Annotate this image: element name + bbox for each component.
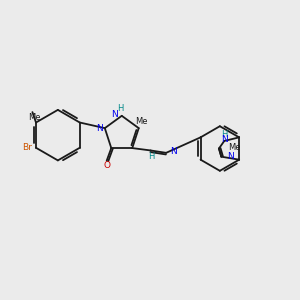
Text: N: N: [170, 147, 176, 156]
Text: H: H: [117, 104, 124, 113]
Text: Me: Me: [229, 143, 241, 152]
Text: N: N: [221, 135, 228, 144]
Text: O: O: [103, 161, 110, 170]
Text: H: H: [148, 152, 154, 161]
Text: H: H: [221, 130, 227, 139]
Text: N: N: [111, 110, 118, 119]
Text: Br: Br: [22, 143, 32, 152]
Text: Me: Me: [28, 113, 41, 122]
Text: Me: Me: [135, 117, 147, 126]
Text: N: N: [227, 152, 233, 161]
Text: N: N: [96, 124, 102, 133]
